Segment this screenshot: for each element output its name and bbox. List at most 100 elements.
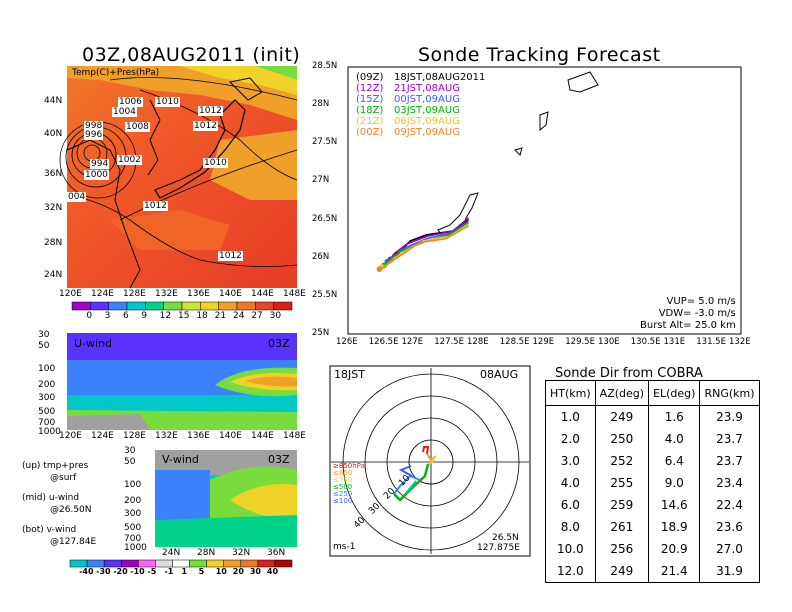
u-y-tick: 100: [38, 364, 56, 374]
v-wind-time: 03Z: [268, 453, 290, 466]
u-wind-terrain: [67, 414, 150, 430]
track-x-tick: 130.5E: [630, 337, 661, 347]
contour-label: 1010: [155, 97, 180, 107]
track-y-tick: 27N: [312, 175, 330, 186]
hodograph-500: [393, 463, 430, 502]
cobra-cell: 1.0: [560, 410, 580, 424]
v-y-tick: 100: [124, 480, 142, 490]
lon-tick: 120E: [59, 289, 82, 299]
polar-lon: 127.875E: [477, 543, 520, 553]
polar-layer-labels: ≥850hPa ≤850 ≤700 ≤500 ≤250 ≤100: [333, 463, 365, 505]
tanegashima-island: [567, 71, 599, 93]
cobra-cell: 6.0: [560, 498, 580, 512]
burst-alt-value: Burst Alt= 25.0 km: [640, 320, 736, 331]
polar-units: ms-1: [333, 542, 356, 552]
v-y-tick: 300: [124, 509, 142, 519]
track-y-tick: 25.5N: [312, 289, 338, 300]
cobra-cell: 259: [594, 494, 649, 516]
v-y-tick: 500: [124, 523, 142, 533]
track-endpoint: [376, 266, 383, 272]
track-series-line: [389, 217, 470, 260]
lon-tick: 144E: [251, 289, 274, 299]
u-y-tick: 200: [38, 380, 56, 390]
track-y-tick: 28.5N: [312, 61, 338, 71]
note-up-line1: (up) tmp+pres: [22, 461, 89, 471]
wind-colorbar-tick: 5: [198, 567, 205, 576]
contour-label: 1002: [117, 155, 142, 165]
track-x-tick: 127.5E: [434, 337, 464, 347]
track-legend-entry: (15Z) 00JST,09AUG: [356, 94, 485, 105]
lat-tick: 36N: [44, 169, 63, 179]
cobra-header: AZ(deg): [594, 381, 649, 406]
track-x-tick: 126E: [336, 337, 358, 347]
polar-layer-label: ≥850hPa: [333, 462, 365, 470]
track-params: VUP= 5.0 m/s VDW= -3.0 m/s Burst Alt= 25…: [640, 296, 736, 332]
tracking-chart-frame: [347, 66, 742, 335]
u-wind-time: 03Z: [268, 337, 290, 350]
u-x-tick: 136E: [187, 431, 210, 441]
cobra-cell: 23.7: [699, 428, 759, 450]
cobra-table: HT(km) AZ(deg) EL(deg) RNG(km) 1.0 249 1.6 23.…: [546, 381, 759, 582]
cobra-cell: 23.6: [699, 516, 759, 538]
wind-colorbar: [69, 559, 293, 568]
note-up-line2: @surf: [50, 473, 77, 483]
contour-label: 1012: [193, 121, 218, 131]
cobra-header: EL(deg): [648, 381, 700, 406]
cobra-row: 4.0 255 9.0 23.4: [546, 472, 759, 494]
wind-colorbar-tick: 30: [249, 567, 261, 576]
u-wind-strong-east: [67, 333, 297, 360]
polar-layer-label: ≤500: [333, 483, 353, 491]
colorbar-tick: 21: [214, 311, 227, 321]
v-y-tick: 50: [124, 457, 136, 467]
v-wind-north: [155, 470, 210, 520]
cobra-table-frame: HT(km) AZ(deg) EL(deg) RNG(km) 1.0 249 1.6 23.…: [545, 380, 760, 583]
cobra-cell: 3.0: [560, 454, 580, 468]
polar-layer-label: ≤250: [333, 490, 353, 498]
v-y-tick: 30: [124, 446, 136, 456]
track-y-tick: 27.5N: [312, 137, 338, 148]
cobra-cell: 249: [594, 560, 649, 582]
track-x-tick: 126.5E: [368, 337, 399, 347]
u-x-tick: 124E: [91, 431, 114, 441]
u-x-tick: 132E: [155, 431, 178, 441]
lon-tick: 140E: [219, 289, 242, 299]
contour-label: 1012: [218, 251, 243, 261]
note-mid-line2: @26.50N: [50, 505, 92, 515]
cobra-cell: 9.0: [648, 472, 700, 494]
cobra-header-row: HT(km) AZ(deg) EL(deg) RNG(km): [546, 381, 759, 406]
wind-colorbar-tick: -5: [147, 567, 157, 576]
cobra-cell: 6.4: [648, 450, 700, 472]
u-y-tick: 300: [38, 393, 56, 403]
u-x-tick: 120E: [59, 431, 82, 441]
china-coast: [66, 139, 141, 289]
wind-colorbar-tick: 10: [215, 567, 227, 576]
cobra-title: Sonde Dir from COBRA: [555, 366, 703, 381]
contour-label: 996: [84, 130, 104, 140]
contour-label: 1000: [84, 170, 109, 180]
temperature-colorbar: [71, 301, 293, 311]
cobra-cell: 4.0: [560, 476, 580, 490]
cobra-cell: 20.9: [648, 538, 700, 560]
cobra-cell: 1.6: [648, 405, 700, 428]
map-panel-label: Temp(C)+Pres(hPa): [72, 68, 160, 78]
polar-layer-label: ≤850: [333, 469, 353, 477]
cobra-cell: 14.6: [648, 494, 700, 516]
track-x-tick: 127E: [401, 337, 424, 347]
contour-label: 998: [84, 121, 104, 131]
cobra-header: HT(km): [546, 381, 596, 406]
cobra-row: 1.0 249 1.6 23.9: [546, 405, 759, 428]
contour-label: 1010: [203, 158, 228, 168]
right-title: Sonde Tracking Forecast: [418, 44, 661, 66]
track-y-tick: 28N: [312, 99, 330, 110]
cobra-cell: 2.0: [560, 432, 580, 446]
cobra-body: 1.0 249 1.6 23.9 2.0 250 4.0 23.7 3.0 252 6.4 23.7 4…: [546, 405, 759, 582]
u-wind-jet-core: [245, 376, 297, 387]
track-legend-entry: (21Z) 06JST,09AUG: [356, 116, 485, 127]
track-y-tick: 25N: [312, 328, 330, 338]
lon-tick: 136E: [187, 289, 210, 299]
lat-tick: 32N: [44, 203, 63, 213]
cobra-cell: 255: [594, 472, 649, 494]
legend-utc: (21Z): [356, 116, 384, 127]
